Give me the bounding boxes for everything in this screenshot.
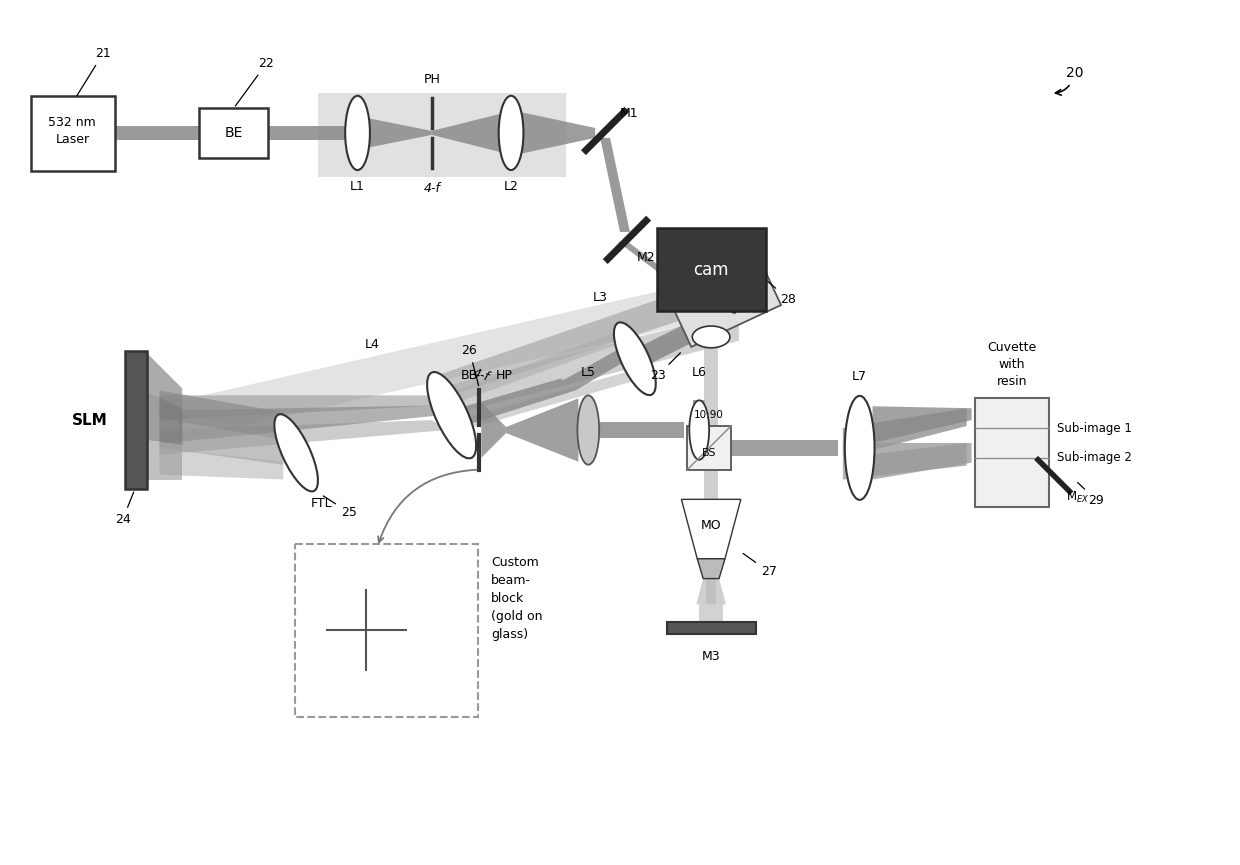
Polygon shape xyxy=(115,126,200,140)
Polygon shape xyxy=(160,270,754,445)
Text: BS: BS xyxy=(702,448,717,458)
Text: BB: BB xyxy=(461,369,479,382)
Polygon shape xyxy=(160,418,283,465)
Bar xyxy=(125,351,146,490)
Polygon shape xyxy=(706,579,715,605)
Text: 25: 25 xyxy=(324,496,357,519)
Text: 21: 21 xyxy=(77,48,110,96)
Text: 20: 20 xyxy=(1055,67,1084,95)
Text: SLM: SLM xyxy=(72,413,108,427)
Polygon shape xyxy=(160,395,441,420)
Ellipse shape xyxy=(498,96,523,170)
Polygon shape xyxy=(145,390,182,445)
Polygon shape xyxy=(843,443,967,479)
Text: FTL: FTL xyxy=(311,497,332,510)
Polygon shape xyxy=(436,329,637,406)
Ellipse shape xyxy=(844,396,874,500)
Text: L4: L4 xyxy=(365,338,379,351)
Text: L2: L2 xyxy=(503,181,518,194)
Text: cam: cam xyxy=(693,260,729,279)
Polygon shape xyxy=(145,440,182,479)
Text: 27: 27 xyxy=(743,554,776,578)
Text: 22: 22 xyxy=(236,57,274,106)
Text: 28: 28 xyxy=(768,281,796,306)
Bar xyxy=(673,266,781,347)
Text: L7: L7 xyxy=(852,370,867,383)
Bar xyxy=(295,544,479,717)
Text: L5: L5 xyxy=(580,366,595,379)
Text: 29: 29 xyxy=(1078,483,1104,507)
Polygon shape xyxy=(696,579,725,605)
Ellipse shape xyxy=(345,96,370,170)
Text: 4-f: 4-f xyxy=(471,367,491,384)
Text: 4-f: 4-f xyxy=(423,183,440,195)
Polygon shape xyxy=(180,406,441,442)
Text: RBS: RBS xyxy=(713,296,742,318)
Text: 10:90: 10:90 xyxy=(694,410,724,420)
Polygon shape xyxy=(730,440,838,456)
Ellipse shape xyxy=(692,326,730,348)
Text: PH: PH xyxy=(423,74,440,86)
Polygon shape xyxy=(843,408,967,458)
Text: M$_{EX}$: M$_{EX}$ xyxy=(1065,490,1089,505)
Bar xyxy=(975,398,1049,507)
Text: Custom
beam-
block
(gold on
glass): Custom beam- block (gold on glass) xyxy=(491,556,543,641)
Text: HP: HP xyxy=(496,369,512,382)
Polygon shape xyxy=(600,422,684,438)
Polygon shape xyxy=(352,115,432,151)
Text: M2: M2 xyxy=(637,251,656,264)
Polygon shape xyxy=(634,311,722,368)
Polygon shape xyxy=(699,605,723,622)
Text: M3: M3 xyxy=(702,650,720,663)
Polygon shape xyxy=(160,390,283,440)
Text: M1: M1 xyxy=(620,106,639,119)
Polygon shape xyxy=(436,311,739,418)
Text: Cuvette
with
resin: Cuvette with resin xyxy=(987,342,1037,388)
Text: 532 nm
Laser: 532 nm Laser xyxy=(48,116,97,146)
Polygon shape xyxy=(563,343,642,390)
Polygon shape xyxy=(873,443,972,479)
Bar xyxy=(200,108,268,157)
Polygon shape xyxy=(481,402,506,458)
Polygon shape xyxy=(516,111,595,155)
Text: Sub-image 2: Sub-image 2 xyxy=(1056,452,1132,465)
Polygon shape xyxy=(451,379,575,425)
Polygon shape xyxy=(600,138,630,232)
Polygon shape xyxy=(451,368,650,430)
Polygon shape xyxy=(268,126,347,140)
Polygon shape xyxy=(873,407,972,443)
Ellipse shape xyxy=(427,372,476,458)
Ellipse shape xyxy=(689,400,709,459)
Bar xyxy=(667,622,755,634)
Polygon shape xyxy=(160,420,446,455)
Bar xyxy=(657,228,765,311)
Polygon shape xyxy=(160,448,283,479)
Text: L3: L3 xyxy=(593,292,608,304)
Ellipse shape xyxy=(614,323,656,395)
Polygon shape xyxy=(145,351,182,408)
Polygon shape xyxy=(436,272,739,400)
Bar xyxy=(31,96,115,170)
Polygon shape xyxy=(693,426,706,459)
Polygon shape xyxy=(682,499,740,559)
Ellipse shape xyxy=(274,414,317,491)
Text: L1: L1 xyxy=(350,181,365,194)
Polygon shape xyxy=(704,470,718,499)
Polygon shape xyxy=(317,93,565,177)
Text: 26: 26 xyxy=(461,344,479,386)
Polygon shape xyxy=(618,242,739,326)
Text: L6: L6 xyxy=(692,366,707,379)
Polygon shape xyxy=(432,111,511,155)
Text: Sub-image 1: Sub-image 1 xyxy=(1056,421,1132,434)
Polygon shape xyxy=(693,400,706,448)
Text: BE: BE xyxy=(224,126,243,140)
Text: 24: 24 xyxy=(115,492,134,526)
Polygon shape xyxy=(697,559,725,579)
Polygon shape xyxy=(506,398,578,462)
Text: 23: 23 xyxy=(650,353,681,382)
Bar xyxy=(687,426,730,470)
Ellipse shape xyxy=(578,395,599,465)
Polygon shape xyxy=(704,347,718,426)
Text: MO: MO xyxy=(701,519,722,532)
